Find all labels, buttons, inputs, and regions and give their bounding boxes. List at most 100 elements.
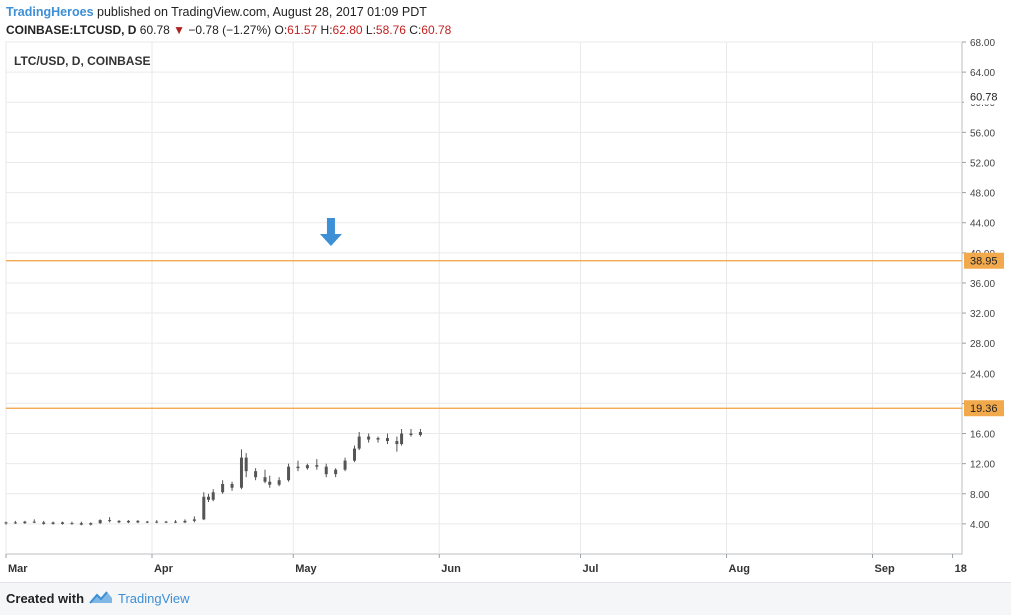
price-tag-label: 19.36 (970, 403, 998, 415)
candle-body (367, 436, 371, 440)
tradingview-link[interactable]: TradingView (118, 591, 190, 606)
candle-body (174, 521, 178, 523)
candle-body (277, 480, 281, 485)
chart-title: LTC/USD, D, COINBASE (14, 54, 150, 68)
candlestick-chart[interactable]: 4.008.0012.0016.0020.0024.0028.0032.0036… (0, 0, 1011, 582)
published-text: published on TradingView.com, August 28,… (97, 5, 427, 19)
candle-body (61, 522, 65, 524)
y-tick-label: 16.00 (970, 430, 995, 441)
candle-body (352, 448, 356, 461)
y-tick-label: 24.00 (970, 369, 995, 380)
candle-body (70, 523, 74, 525)
candle-body (108, 520, 112, 522)
author-link[interactable]: TradingHeroes (6, 5, 94, 19)
low-label: L: (365, 23, 376, 37)
tradingview-logo-icon (89, 591, 112, 604)
close-value: 60.78 (421, 23, 452, 37)
y-tick-label: 64.00 (970, 68, 995, 79)
x-axis: Mar Apr May Jun Jul Aug Sep 18 (5, 554, 967, 575)
y-tick-label: 48.00 (970, 189, 995, 200)
price-tag-bg (964, 252, 1004, 269)
candle-body (395, 441, 399, 445)
candle-body (296, 466, 300, 469)
open-value: 61.57 (287, 23, 318, 37)
candle-body (221, 483, 225, 493)
candle-body (239, 457, 243, 488)
candle-body (376, 438, 380, 440)
x-tick-label: Aug (729, 563, 750, 575)
price-tag-bg (964, 400, 1004, 417)
y-tick-label: 36.00 (970, 279, 995, 290)
x-tick-label: Mar (8, 563, 28, 575)
candle-body (51, 522, 55, 524)
candle-body (4, 522, 8, 524)
candle-body (357, 436, 361, 449)
candle-body (230, 483, 234, 488)
candle-body (79, 523, 83, 525)
horizontal-lines[interactable] (6, 260, 962, 409)
candle-body (32, 521, 36, 523)
price-tag-label: 38.95 (970, 256, 998, 268)
high-label: H: (320, 23, 333, 37)
plot-frame (5, 41, 963, 555)
y-tick-label: 4.00 (970, 520, 990, 531)
candle-body (324, 466, 328, 475)
footer: Created with TradingView (0, 582, 1011, 615)
candle-body (334, 469, 338, 475)
candle-body (254, 471, 258, 478)
x-tick-label: 18 (955, 563, 967, 575)
y-axis: 4.008.0012.0016.0020.0024.0028.0032.0036… (962, 38, 995, 531)
candle-body (164, 521, 168, 523)
candle-body (117, 520, 121, 523)
candle-body (207, 496, 211, 500)
x-tick-label: Jul (583, 563, 599, 575)
candle-body (287, 466, 291, 481)
candle-body (126, 520, 130, 523)
candle-body (13, 522, 17, 524)
publish-info: TradingHeroes published on TradingView.c… (6, 4, 427, 21)
created-with-text: Created with (6, 591, 85, 606)
candle-body (23, 521, 27, 524)
y-tick-label: 56.00 (970, 128, 995, 139)
symbol-info: COINBASE:LTCUSD, D 60.78 ▼ −0.78 (−1.27%… (6, 22, 451, 38)
candle-body (400, 433, 404, 445)
y-tick-label: 68.00 (970, 38, 995, 49)
candle-body (89, 523, 93, 525)
grid (5, 41, 962, 554)
arrow-shape (319, 218, 342, 246)
change-down-icon: ▼ (173, 23, 186, 37)
candle-body (183, 520, 187, 523)
y-tick-label: 8.00 (970, 490, 990, 501)
x-tick-label: May (295, 563, 317, 575)
y-tick-label: 32.00 (970, 309, 995, 320)
candles (4, 429, 422, 526)
x-tick-label: Sep (875, 563, 895, 575)
y-tick-label: 44.00 (970, 219, 995, 230)
candle-body (418, 432, 422, 436)
candle-body (42, 522, 46, 524)
last-price-label: 60.78 (970, 91, 998, 103)
candle-body (268, 481, 272, 485)
candle-body (305, 465, 309, 469)
y-tick-label: 52.00 (970, 158, 995, 169)
candle-body (343, 460, 347, 470)
symbol-name: COINBASE:LTCUSD, D (6, 23, 137, 37)
candle-body (263, 477, 267, 482)
high-value: 62.80 (332, 23, 363, 37)
candle-body (145, 521, 149, 523)
x-tick-label: Apr (154, 563, 174, 575)
candle-body (385, 438, 389, 442)
candle-body (202, 496, 206, 520)
candle-body (211, 492, 215, 500)
candle-body (155, 521, 159, 523)
candle-body (192, 519, 196, 521)
price-tags: 38.95 19.36 60.78 (964, 88, 1004, 417)
candle-body (315, 465, 319, 467)
close-label: C: (409, 23, 422, 37)
open-label: O: (274, 23, 288, 37)
low-value: 58.76 (375, 23, 406, 37)
last-price: 60.78 (139, 23, 170, 37)
candle-body (136, 520, 140, 523)
down-arrow-icon (319, 218, 342, 246)
price-change: −0.78 (−1.27%) (188, 23, 272, 37)
